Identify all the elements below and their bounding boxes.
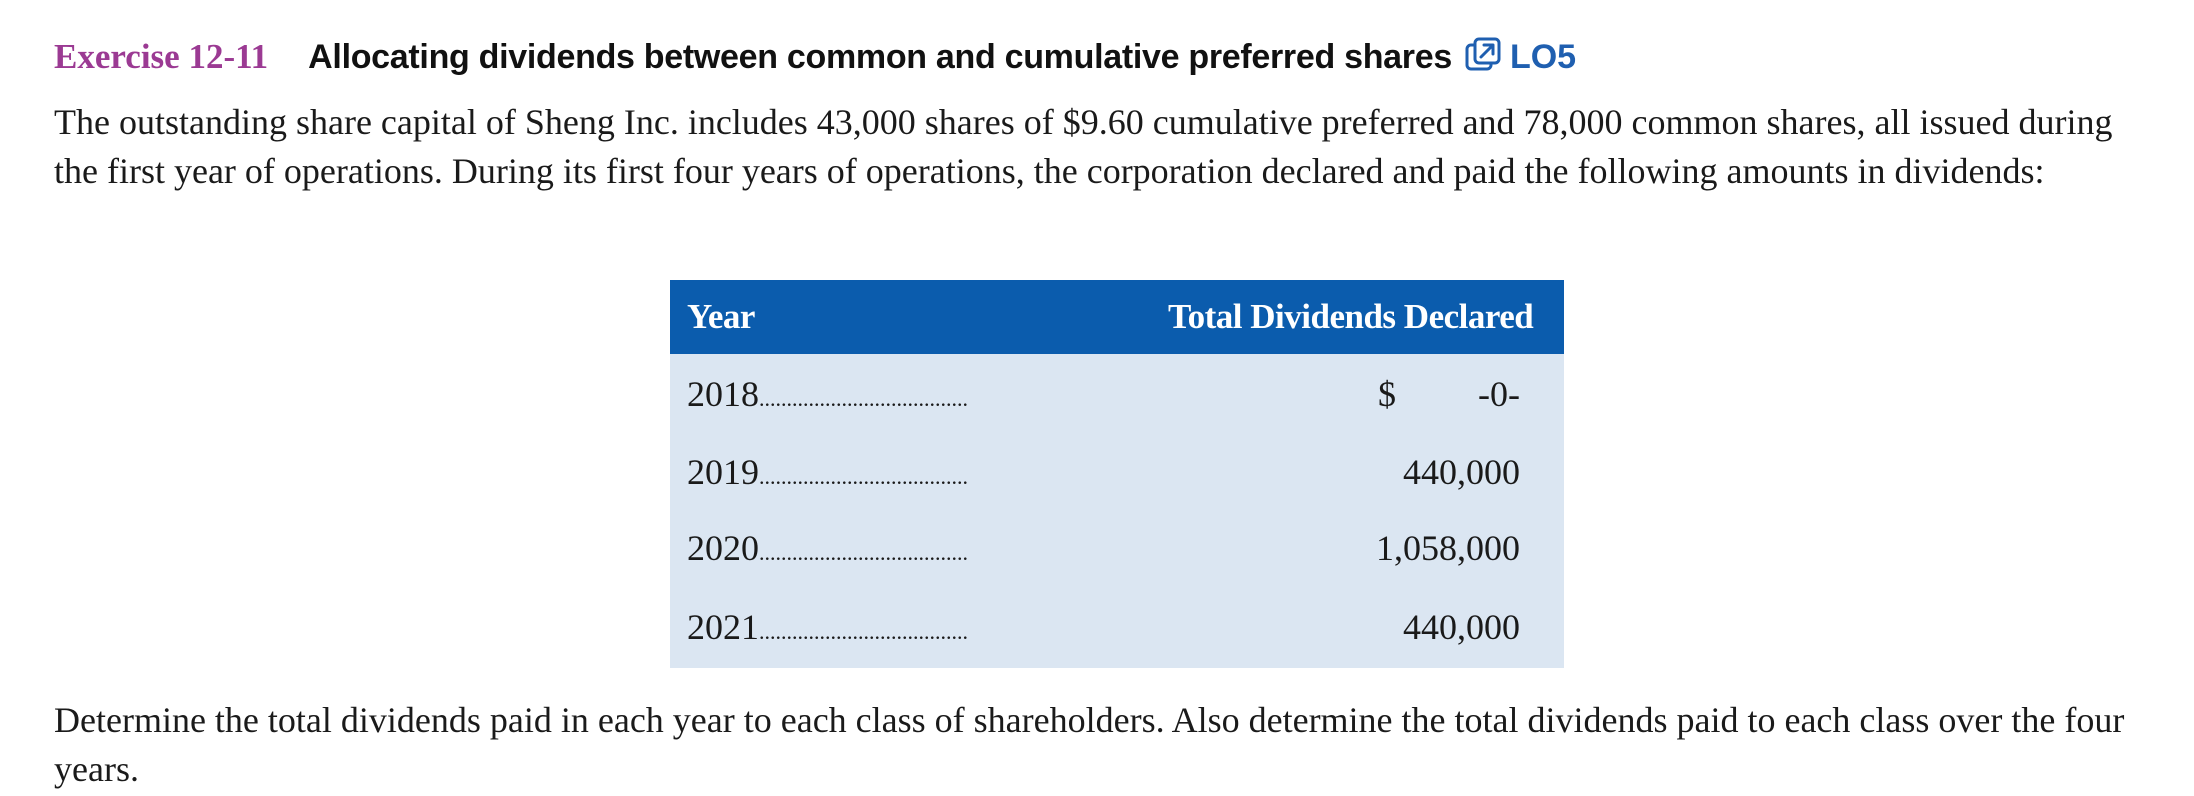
year-cell: 2019....................................… [670,434,1108,510]
dot-leader: ...................................... [759,386,968,411]
dot-leader: ...................................... [759,464,968,489]
closing-paragraph: Determine the total dividends paid in ea… [54,700,2125,789]
table-row: 2020....................................… [670,510,1564,586]
dot-leader: ...................................... [759,540,968,565]
table-row: 2021....................................… [670,586,1564,668]
amount-cell: 440,000 [1108,434,1564,510]
amount-value: 1,058,000 [1376,528,1520,568]
external-link-icon[interactable] [1464,36,1502,74]
year-value: 2021 [687,607,759,647]
currency-symbol: $ [1378,374,1397,414]
amount-cell: 1,058,000 [1108,510,1564,586]
year-value: 2019 [687,452,759,492]
table-row: 2018....................................… [670,354,1564,434]
year-value: 2020 [687,528,759,568]
exercise-title: Allocating dividends between common and … [308,38,1452,76]
amount-cell: $ -0- [1108,354,1564,434]
dot-leader: ...................................... [759,619,968,644]
header-total-dividends: Total Dividends Declared [1168,297,1534,336]
year-cell: 2020....................................… [670,510,1108,586]
intro-paragraph: The outstanding share capital of Sheng I… [54,102,2113,191]
year-value: 2018 [687,374,759,414]
year-cell: 2021....................................… [670,586,1108,668]
dividends-table-container: Year Total Dividends Declared 2018......… [670,280,1564,668]
amount-cell: 440,000 [1108,586,1564,668]
table-header-row: Year Total Dividends Declared [670,280,1564,354]
header-year: Year [687,297,755,336]
dividends-table: Year Total Dividends Declared 2018......… [670,280,1564,668]
table-row: 2019....................................… [670,434,1564,510]
amount-value: 440,000 [1403,452,1520,492]
exercise-number: Exercise 12-11 [54,37,269,76]
exercise-heading: Exercise 12-11 Allocating dividends betw… [54,30,1576,77]
learning-objective-link[interactable]: LO5 [1509,38,1577,76]
year-cell: 2018....................................… [670,354,1108,434]
amount-value: 440,000 [1403,607,1520,647]
amount-value: -0- [1478,374,1520,414]
